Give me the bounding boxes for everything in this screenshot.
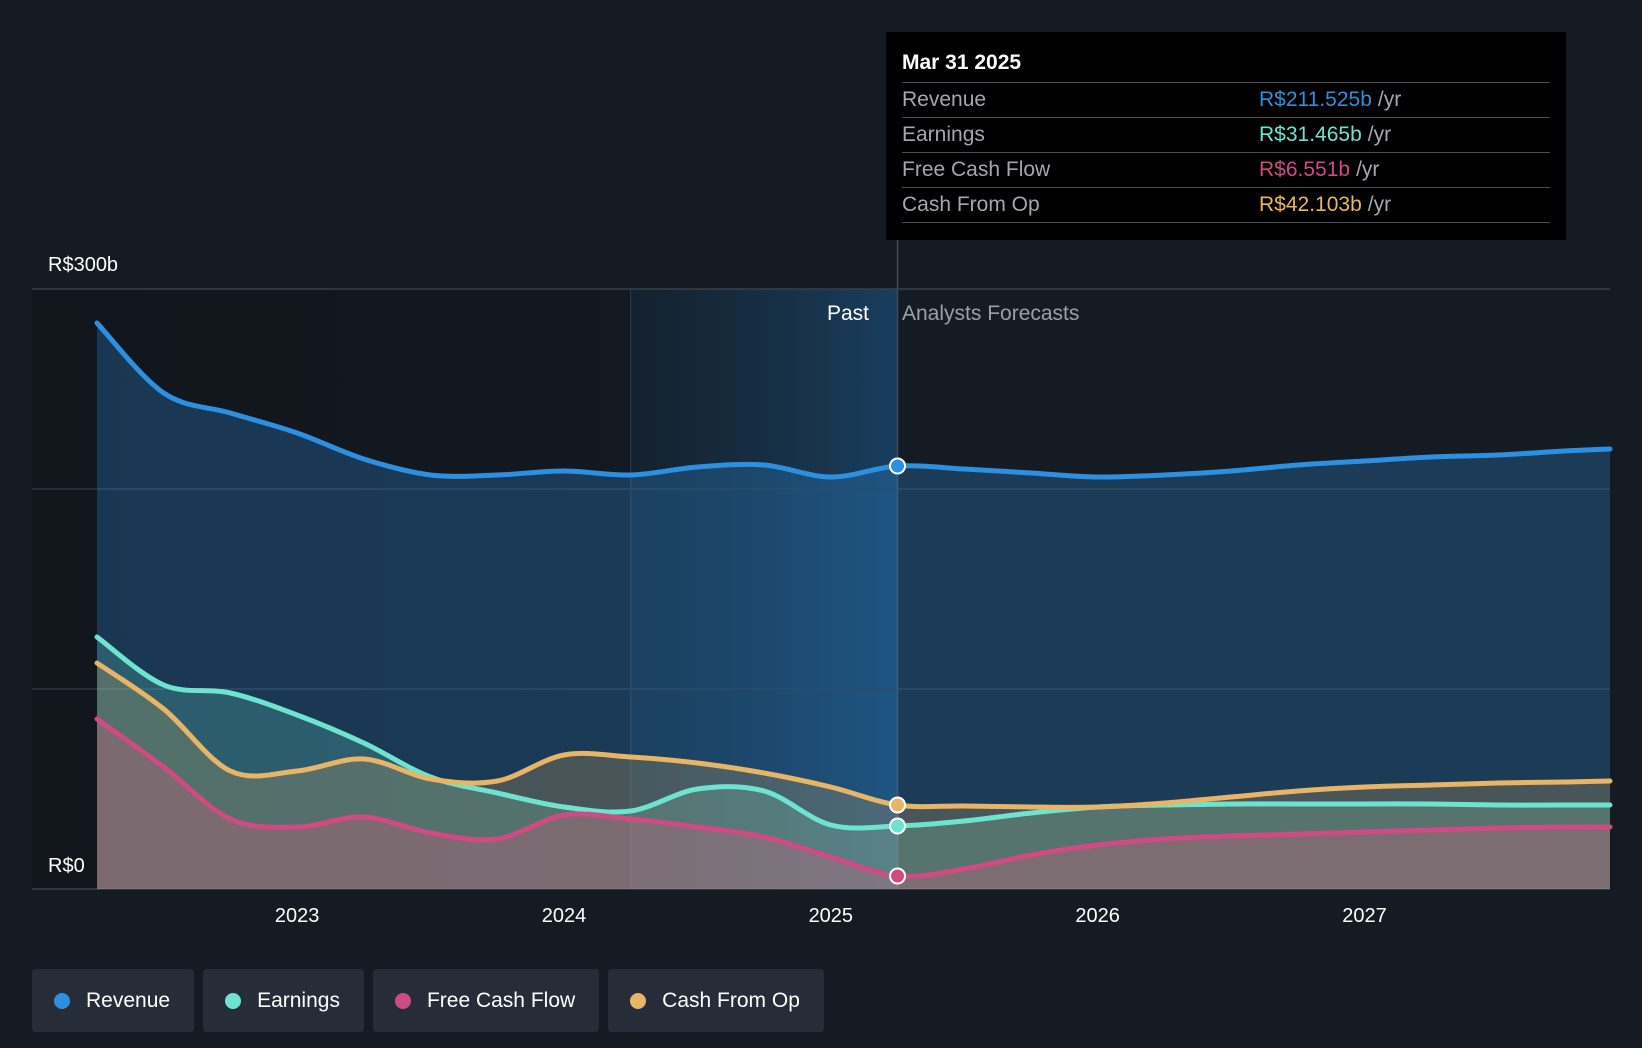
tooltip-unit: /yr <box>1367 193 1392 216</box>
legend-label: Cash From Op <box>662 988 800 1012</box>
tooltip: Mar 31 2025 Revenue R$211.525b /yr Earni… <box>886 32 1566 240</box>
revenue-marker <box>889 457 907 475</box>
legend-item-free-cash-flow[interactable]: Free Cash Flow <box>372 969 600 1032</box>
y-axis-top-label: R$300b <box>48 254 118 276</box>
x-tick-label: 2024 <box>542 905 587 927</box>
legend-label: Free Cash Flow <box>426 988 576 1012</box>
fcf-dot-icon <box>394 992 411 1009</box>
tooltip-label: Free Cash Flow <box>902 158 1051 181</box>
cfo-dot-icon <box>630 992 647 1009</box>
tooltip-row-fcf: Free Cash Flow R$6.551b /yr <box>902 153 1550 188</box>
y-axis-zero-label: R$0 <box>48 855 85 877</box>
fcf-area <box>97 719 1610 889</box>
cfo-marker <box>889 796 907 814</box>
tooltip-label: Cash From Op <box>902 193 1040 216</box>
tooltip-date: Mar 31 2025 <box>902 46 1550 83</box>
tooltip-value: R$211.525b <box>1259 88 1372 111</box>
x-tick-label: 2023 <box>275 905 320 927</box>
revenue-area <box>97 323 1610 889</box>
tooltip-value: R$42.103b <box>1259 193 1362 216</box>
revenue-line <box>94 320 1613 480</box>
tooltip-unit: /yr <box>1356 158 1380 181</box>
revenue-dot-icon <box>54 992 70 1009</box>
tooltip-value: R$6.551b <box>1259 158 1351 181</box>
earnings-line <box>94 634 1613 831</box>
legend-item-revenue[interactable]: Revenue <box>32 969 195 1032</box>
x-tick-label: 2026 <box>1075 905 1120 927</box>
legend-label: Revenue <box>86 988 171 1012</box>
x-tick-label: 2027 <box>1342 905 1387 927</box>
tooltip-label: Earnings <box>902 123 985 146</box>
earnings-area <box>97 637 1610 889</box>
cfo-line <box>94 660 1613 810</box>
tooltip-value: R$31.465b <box>1259 123 1362 146</box>
legend: Revenue Earnings Free Cash Flow Cash Fro… <box>32 969 824 1032</box>
legend-label: Earnings <box>257 988 340 1012</box>
tooltip-row-revenue: Revenue R$211.525b /yr <box>902 83 1550 118</box>
tooltip-row-earnings: Earnings R$31.465b /yr <box>902 118 1550 153</box>
tooltip-row-cfo: Cash From Op R$42.103b /yr <box>902 188 1550 223</box>
legend-item-cash-from-op[interactable]: Cash From Op <box>608 969 824 1032</box>
x-tick-label: 2025 <box>809 905 854 927</box>
legend-item-earnings[interactable]: Earnings <box>203 969 364 1032</box>
earnings-marker <box>889 817 907 835</box>
tooltip-label: Revenue <box>902 88 987 111</box>
fcf-marker <box>889 867 907 885</box>
cfo-area <box>97 663 1610 889</box>
past-label: Past <box>827 302 869 325</box>
earnings-dot-icon <box>225 992 242 1009</box>
fcf-line <box>94 716 1613 879</box>
tooltip-unit: /yr <box>1377 88 1402 111</box>
tooltip-unit: /yr <box>1367 123 1392 146</box>
forecast-label: Analysts Forecasts <box>902 302 1079 325</box>
